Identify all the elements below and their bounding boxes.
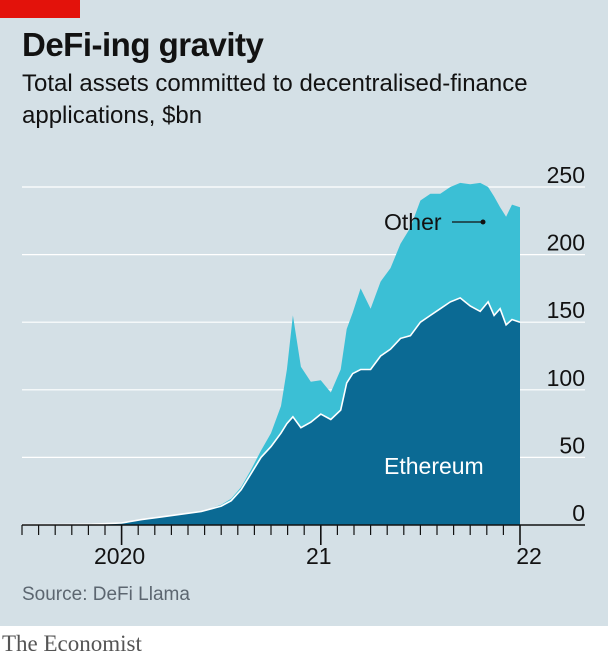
annotation-ethereum: Ethereum: [384, 453, 484, 479]
chart-subtitle: Total assets committed to decentralised-…: [22, 70, 528, 129]
x-axis: 2020 21 22: [21, 524, 585, 569]
annotation-other: Other: [384, 209, 442, 235]
y-axis-ticks: 0 50 100 150 200 250: [547, 162, 585, 526]
area-other: [22, 182, 520, 525]
chart-title: DeFi-ing gravity: [22, 26, 264, 63]
x-tick-label-2020: 2020: [94, 543, 145, 569]
ethereum-boundary-line: [21, 296, 521, 526]
y-tick-label-100: 100: [547, 365, 585, 391]
publisher-logo: The Economist: [2, 631, 142, 656]
x-tick-label-22: 22: [516, 543, 542, 569]
annotations: Other Ethereum: [384, 209, 486, 479]
x-tick-label-21: 21: [306, 543, 332, 569]
brand-red-tag: [0, 0, 80, 18]
y-tick-label-200: 200: [547, 230, 585, 256]
annotation-other-dot: [480, 219, 486, 225]
y-tick-label-0: 0: [572, 500, 585, 526]
area-series: [21, 182, 521, 526]
source-note: Source: DeFi Llama: [22, 584, 190, 605]
y-tick-label-50: 50: [559, 432, 585, 458]
y-tick-label-250: 250: [547, 162, 585, 188]
y-tick-label-150: 150: [547, 297, 585, 323]
brand-bar: [0, 626, 608, 662]
area-ethereum: [22, 297, 520, 525]
